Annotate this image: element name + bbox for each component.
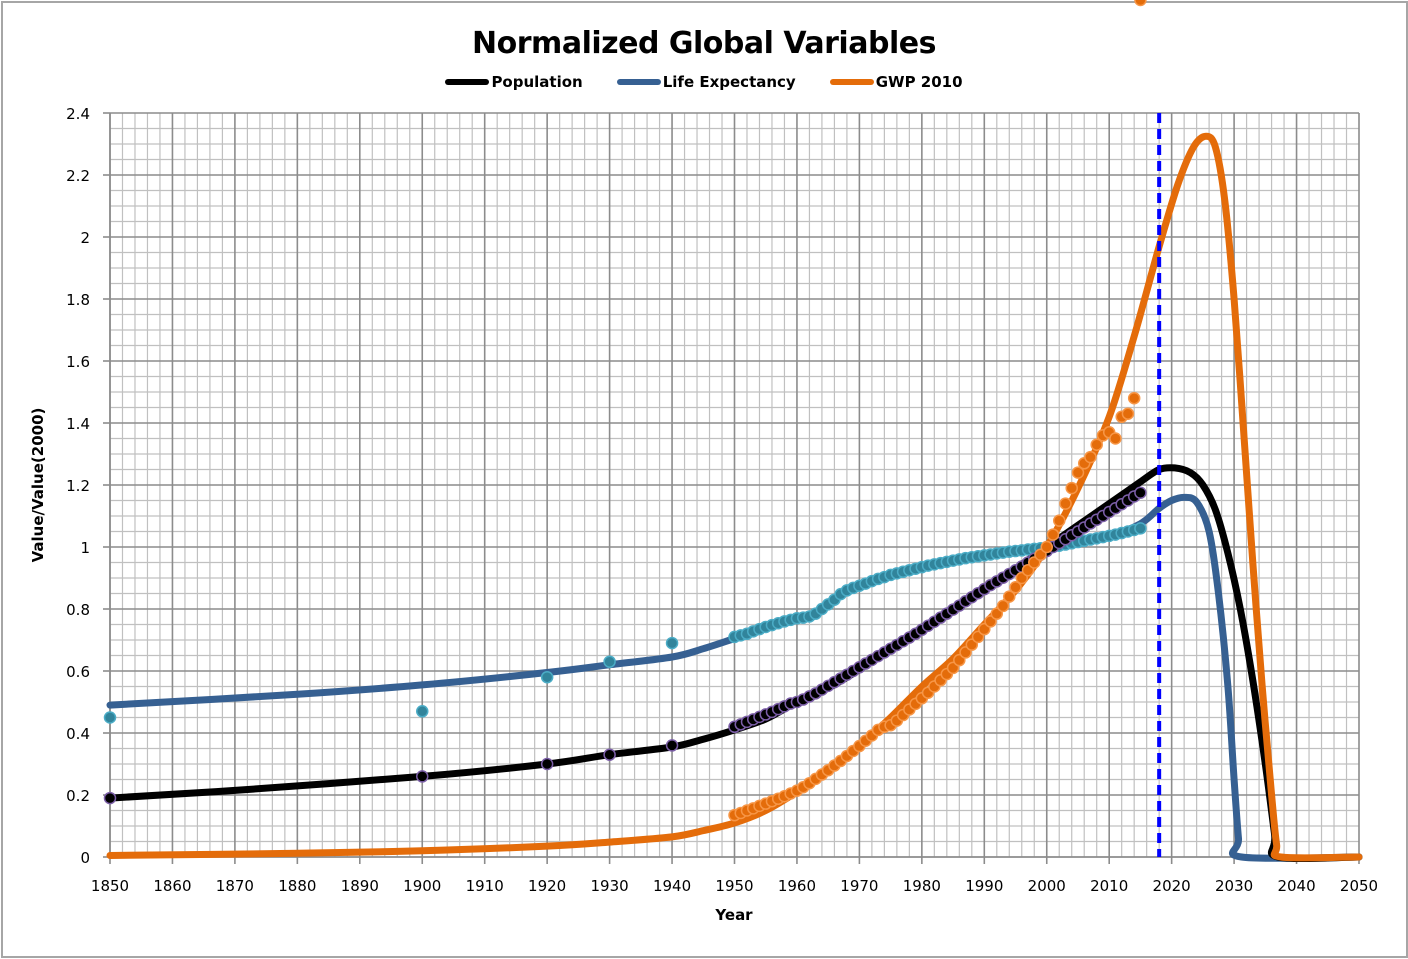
x-tick-label: 1990	[965, 877, 1003, 895]
x-tick-label: 1870	[216, 877, 254, 895]
x-tick-label: 2000	[1028, 877, 1066, 895]
data-point-life-expectancy	[1134, 522, 1147, 535]
series-markers	[103, 0, 1147, 822]
y-tick-label: 0.2	[66, 787, 90, 805]
data-point-gwp-2010	[1046, 528, 1060, 541]
x-tick-label: 1900	[403, 877, 441, 895]
x-tick-label: 1860	[153, 877, 191, 895]
x-tick-label: 1920	[528, 877, 566, 895]
x-tick-label: 1890	[341, 877, 379, 895]
data-point-population	[603, 748, 616, 761]
data-point-life-expectancy	[416, 705, 429, 718]
x-tick-label: 1930	[591, 877, 629, 895]
data-point-population	[665, 739, 679, 752]
y-tick-label: 2.4	[66, 105, 90, 123]
legend-swatch-gwp	[829, 79, 874, 85]
y-tick-label: 1.6	[66, 353, 90, 371]
data-point-population	[103, 791, 117, 805]
data-point-gwp-2010	[1109, 432, 1122, 445]
data-point-gwp-2010	[1065, 481, 1078, 495]
y-tick-label: 2.2	[66, 167, 90, 185]
chart-legend: Population Life Expectancy GWP 2010	[0, 73, 1408, 91]
series-markers-gwp-2010	[728, 0, 1147, 822]
x-tick-label: 2040	[1277, 877, 1315, 895]
data-point-gwp-2010	[1040, 540, 1053, 554]
series-markers-population	[103, 486, 1147, 805]
grid-major	[109, 112, 1360, 858]
data-point-life-expectancy	[603, 655, 616, 668]
data-point-gwp-2010	[1009, 581, 1022, 594]
data-point-gwp-2010	[1134, 0, 1147, 7]
y-axis-label: Value/Value(2000)	[29, 407, 47, 563]
y-tick-label: 1	[80, 539, 90, 557]
x-tick-labels: 1850 1860 1870 1880 1890 1900 1910 1920 1930 1940…	[91, 877, 1378, 895]
y-tick-label: 1.4	[66, 415, 90, 433]
y-tick-label: 0.8	[66, 601, 90, 619]
x-tick-label: 1980	[903, 877, 941, 895]
y-tick-label: 1.2	[66, 477, 90, 495]
x-tick-label: 2020	[1153, 877, 1191, 895]
data-point-life-expectancy	[540, 670, 554, 684]
y-tick-label: 0.6	[66, 663, 90, 681]
axes	[103, 112, 1360, 864]
data-point-gwp-2010	[1121, 407, 1135, 420]
legend-label-population: Population	[491, 73, 583, 91]
data-point-population	[416, 770, 429, 783]
data-point-gwp-2010	[1084, 450, 1097, 464]
legend-label-life-expectancy: Life Expectancy	[662, 73, 796, 91]
x-tick-label: 1850	[91, 877, 129, 895]
x-axis-label: Year	[715, 906, 753, 924]
chart-title: Normalized Global Variables	[472, 26, 936, 61]
data-point-life-expectancy	[103, 711, 117, 724]
x-tick-label: 2010	[1090, 877, 1128, 895]
x-tick-label: 1950	[715, 877, 753, 895]
data-point-gwp-2010	[1059, 497, 1072, 510]
legend-swatch-life-expectancy	[616, 79, 661, 85]
x-tick-label: 1910	[466, 877, 504, 895]
legend-swatch-population	[445, 79, 490, 85]
x-tick-label: 1880	[278, 877, 316, 895]
legend-label-gwp: GWP 2010	[875, 73, 963, 91]
x-tick-label: 2050	[1340, 877, 1378, 895]
data-point-population	[1134, 486, 1147, 499]
x-tick-label: 1970	[840, 877, 878, 895]
x-tick-label: 1960	[778, 877, 816, 895]
y-tick-labels: 0 0.2 0.4 0.6 0.8 1 1.2 1.4 1.6 1.8 2 2.2 2.4	[66, 105, 90, 867]
legend-item-gwp: GWP 2010	[829, 73, 963, 91]
data-point-gwp-2010	[1090, 438, 1103, 451]
data-point-gwp-2010	[996, 599, 1010, 613]
data-point-gwp-2010	[1127, 391, 1141, 405]
legend-item-population: Population	[445, 73, 583, 91]
y-tick-label: 2	[80, 229, 90, 247]
data-point-life-expectancy	[665, 636, 679, 650]
y-tick-label: 0.4	[66, 725, 90, 743]
y-tick-label: 0	[80, 849, 90, 867]
data-point-population	[540, 757, 554, 771]
legend-item-life-expectancy: Life Expectancy	[616, 73, 796, 91]
data-point-gwp-2010	[1003, 590, 1016, 603]
data-point-gwp-2010	[1052, 514, 1066, 527]
x-tick-label: 1940	[653, 877, 691, 895]
data-point-gwp-2010	[1071, 466, 1085, 479]
x-tick-label: 2030	[1215, 877, 1253, 895]
y-tick-label: 1.8	[66, 291, 90, 309]
